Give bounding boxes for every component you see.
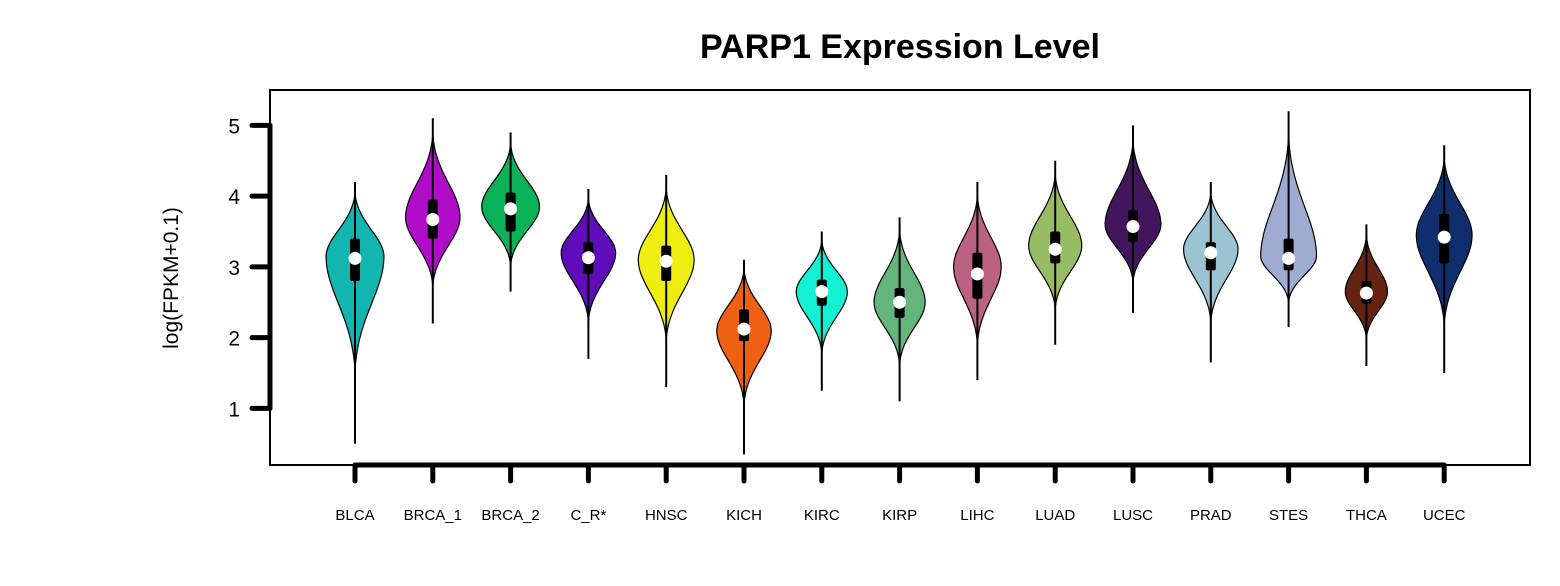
y-tick-label: 5 bbox=[228, 115, 240, 138]
x-tick-label: LUSC bbox=[1113, 507, 1153, 524]
median-point-KIRP bbox=[893, 295, 907, 309]
x-tick-label: THCA bbox=[1346, 507, 1387, 524]
x-tick-label: HNSC bbox=[645, 507, 688, 524]
median-point-LUSC bbox=[1126, 220, 1140, 234]
chart-title: PARP1 Expression Level bbox=[700, 28, 1100, 66]
y-tick-label: 4 bbox=[228, 186, 240, 209]
x-axis: BLCA BRCA_1 BRCA_2 C_R* HNSC KICH KIRC KIRP LIHC… bbox=[335, 462, 1466, 524]
median-point-KIRC bbox=[815, 285, 829, 299]
y-tick-label: 2 bbox=[228, 328, 240, 351]
median-point-BRCA_1 bbox=[426, 212, 440, 226]
x-tick-label: PRAD bbox=[1190, 507, 1232, 524]
median-point-KICH bbox=[737, 322, 751, 336]
median-point-LIHC bbox=[970, 267, 984, 281]
x-tick-label: KICH bbox=[726, 507, 762, 524]
y-axis: 1 2 3 4 5 bbox=[228, 115, 273, 421]
median-point-BRCA_2 bbox=[504, 202, 518, 216]
x-tick-label: KIRC bbox=[804, 507, 840, 524]
violins-group bbox=[325, 111, 1473, 455]
median-point-HNSC bbox=[659, 254, 673, 268]
x-tick-label: STES bbox=[1269, 507, 1308, 524]
median-point-C_R* bbox=[581, 251, 595, 265]
y-tick-label: 1 bbox=[228, 398, 240, 421]
x-tick-label: LIHC bbox=[960, 507, 994, 524]
x-tick-label: C_R* bbox=[570, 507, 606, 524]
x-tick-label: BRCA_2 bbox=[481, 507, 539, 524]
y-tick-label: 3 bbox=[228, 257, 240, 280]
median-point-STES bbox=[1282, 251, 1296, 265]
y-axis-label: log(FPKM+0.1) bbox=[160, 207, 183, 349]
x-tick-label: UCEC bbox=[1423, 507, 1466, 524]
median-point-PRAD bbox=[1204, 246, 1218, 260]
x-tick-label: BLCA bbox=[335, 507, 374, 524]
median-point-LUAD bbox=[1048, 242, 1062, 256]
median-point-THCA bbox=[1359, 286, 1373, 300]
median-point-UCEC bbox=[1437, 230, 1451, 244]
x-tick-label: BRCA_1 bbox=[404, 507, 462, 524]
median-point-BLCA bbox=[348, 251, 362, 265]
x-tick-label: LUAD bbox=[1035, 507, 1075, 524]
x-tick-label: KIRP bbox=[882, 507, 917, 524]
